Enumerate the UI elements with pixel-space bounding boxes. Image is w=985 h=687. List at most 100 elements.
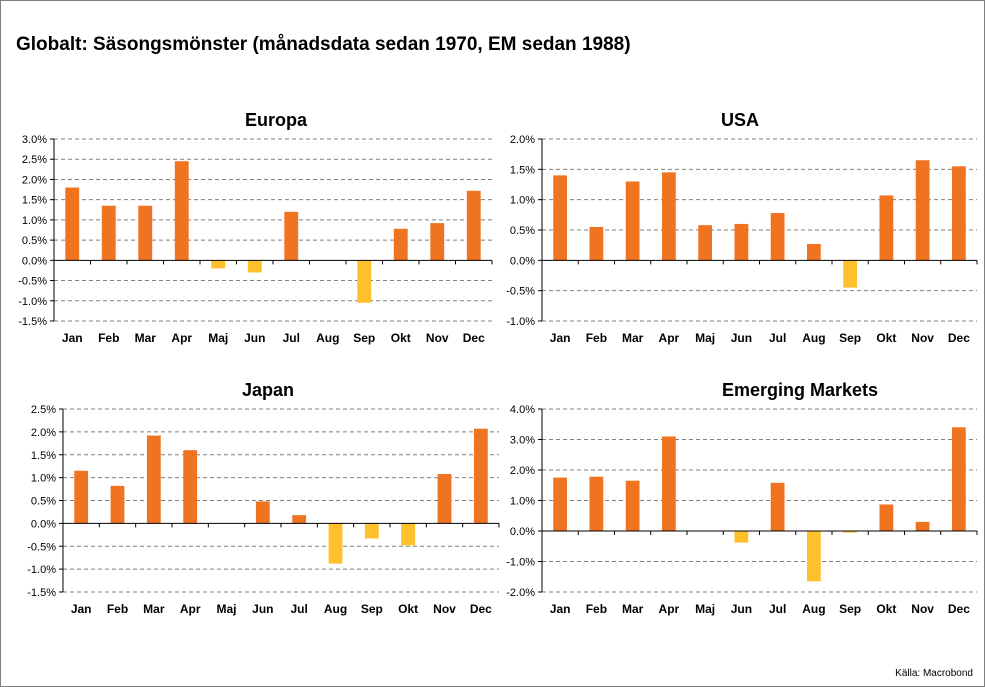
bar-nov xyxy=(437,473,452,524)
x-tick-label: Maj xyxy=(695,331,715,345)
x-tick-label: Mar xyxy=(143,602,165,616)
y-tick-label: -2.0% xyxy=(506,587,535,599)
y-tick-label: 2.5% xyxy=(22,154,47,166)
x-tick-label: Nov xyxy=(911,331,934,345)
chart-title-europa: Europa xyxy=(245,110,308,130)
y-tick-label: 2.0% xyxy=(22,174,47,186)
y-tick-label: 2.0% xyxy=(31,427,56,439)
bar-jan xyxy=(553,175,568,261)
x-tick-label: Okt xyxy=(876,331,896,345)
y-tick-label: -0.5% xyxy=(506,286,535,298)
y-tick-label: 1.0% xyxy=(510,496,535,508)
y-tick-label: -1.5% xyxy=(18,316,47,328)
y-tick-label: 2.5% xyxy=(31,404,56,416)
x-tick-label: Sep xyxy=(353,331,375,345)
x-tick-label: Jan xyxy=(550,602,571,616)
bar-sep xyxy=(357,260,372,303)
chart-title-japan: Japan xyxy=(242,380,294,400)
bar-mar xyxy=(138,205,153,261)
bar-feb xyxy=(589,476,604,531)
y-tick-label: 3.0% xyxy=(510,435,535,447)
bar-apr xyxy=(661,436,676,531)
bar-nov xyxy=(430,223,445,261)
x-tick-label: Jan xyxy=(550,331,571,345)
x-tick-label: Aug xyxy=(802,331,825,345)
x-tick-label: Jan xyxy=(62,331,83,345)
bar-maj xyxy=(211,260,226,269)
x-tick-label: Maj xyxy=(208,331,228,345)
bar-jan xyxy=(553,477,568,531)
bar-mar xyxy=(625,181,640,261)
bar-nov xyxy=(915,160,930,261)
x-tick-label: Dec xyxy=(948,602,970,616)
x-tick-label: Dec xyxy=(948,331,970,345)
bar-sep xyxy=(843,531,858,533)
bar-jun xyxy=(255,501,270,524)
x-tick-label: Jul xyxy=(769,602,786,616)
x-tick-label: Apr xyxy=(180,602,201,616)
x-tick-label: Jun xyxy=(731,331,752,345)
bar-dec xyxy=(951,166,966,261)
bar-jun xyxy=(734,223,749,261)
x-tick-label: Feb xyxy=(586,331,607,345)
bar-mar xyxy=(146,435,161,524)
source-note: Källa: Macrobond xyxy=(895,668,973,679)
x-tick-label: Feb xyxy=(586,602,607,616)
y-tick-label: 2.0% xyxy=(510,134,535,146)
x-tick-label: Okt xyxy=(876,602,896,616)
y-tick-label: 2.0% xyxy=(510,465,535,477)
page-title: Globalt: Säsongsmönster (månadsdata seda… xyxy=(16,34,631,55)
x-tick-label: Jul xyxy=(769,331,786,345)
x-tick-label: Jun xyxy=(731,602,752,616)
y-tick-label: 0.5% xyxy=(31,496,56,508)
x-tick-label: Jul xyxy=(283,331,300,345)
y-tick-label: 1.0% xyxy=(31,473,56,485)
bar-jul xyxy=(292,515,307,524)
y-tick-label: -1.0% xyxy=(18,296,47,308)
bar-dec xyxy=(473,428,488,524)
bar-okt xyxy=(393,228,408,261)
x-tick-label: Apr xyxy=(659,602,680,616)
x-tick-label: Aug xyxy=(316,331,339,345)
y-tick-label: 0.0% xyxy=(510,526,535,538)
y-tick-label: 1.5% xyxy=(510,164,535,176)
x-tick-label: Feb xyxy=(98,331,119,345)
bar-aug xyxy=(806,243,821,261)
x-tick-label: Mar xyxy=(622,602,644,616)
x-tick-label: Okt xyxy=(391,331,411,345)
y-tick-label: 1.0% xyxy=(22,215,47,227)
x-tick-label: Jun xyxy=(244,331,265,345)
x-tick-label: Mar xyxy=(135,331,157,345)
x-tick-label: Aug xyxy=(324,602,347,616)
y-tick-label: 0.0% xyxy=(22,255,47,267)
chart-title-emerging-markets: Emerging Markets xyxy=(722,380,878,400)
x-tick-label: Feb xyxy=(107,602,128,616)
bar-okt xyxy=(401,523,416,546)
y-tick-label: 1.0% xyxy=(510,195,535,207)
y-tick-label: -1.0% xyxy=(27,564,56,576)
x-tick-label: Dec xyxy=(463,331,485,345)
bar-apr xyxy=(183,450,198,524)
bar-jan xyxy=(74,470,89,524)
bar-jan xyxy=(65,187,80,261)
y-tick-label: 0.5% xyxy=(22,235,47,247)
bar-sep xyxy=(843,260,858,288)
x-tick-label: Nov xyxy=(911,602,934,616)
x-tick-label: Jun xyxy=(252,602,273,616)
bar-dec xyxy=(951,427,966,531)
x-tick-label: Apr xyxy=(171,331,192,345)
y-tick-label: 4.0% xyxy=(510,404,535,416)
bar-jul xyxy=(770,482,785,531)
y-tick-label: 0.0% xyxy=(31,518,56,530)
bar-aug xyxy=(806,531,821,582)
x-tick-label: Sep xyxy=(839,602,861,616)
bar-maj xyxy=(698,225,713,261)
x-tick-label: Nov xyxy=(433,602,456,616)
bar-feb xyxy=(110,485,125,524)
bar-jul xyxy=(284,211,299,261)
y-tick-label: -0.5% xyxy=(18,276,47,288)
x-tick-label: Aug xyxy=(802,602,825,616)
x-tick-label: Sep xyxy=(839,331,861,345)
